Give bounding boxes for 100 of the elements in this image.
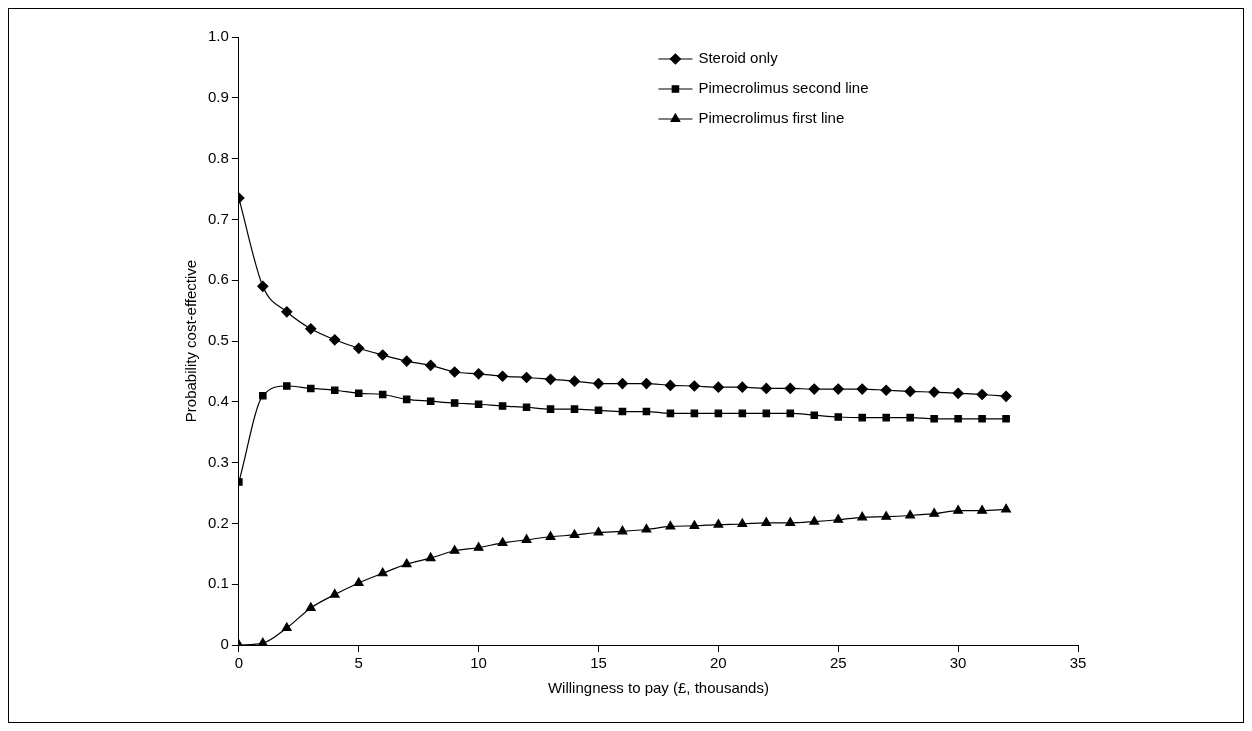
- point: [305, 602, 316, 612]
- point: [449, 366, 461, 378]
- point: [881, 511, 892, 520]
- point: [833, 514, 844, 523]
- y-tick-label: 0.1: [207, 574, 229, 592]
- x-tick-label: 5: [354, 654, 363, 672]
- point: [592, 377, 605, 390]
- point: [353, 342, 365, 354]
- point: [1001, 503, 1011, 513]
- y-tick-label: 0.7: [207, 209, 229, 227]
- point: [977, 505, 988, 514]
- x-tick-label: 25: [829, 654, 847, 672]
- point: [736, 381, 748, 393]
- x-axis-title: Willingness to pay (£, thousands): [547, 679, 769, 697]
- point: [808, 383, 820, 395]
- y-tick-label: 0.5: [207, 331, 229, 349]
- point: [857, 511, 868, 521]
- point: [497, 537, 508, 546]
- legend-label: Pimecrolimus second line: [698, 79, 869, 97]
- x-tick-label: 0: [234, 654, 244, 672]
- point: [401, 558, 412, 568]
- point: [544, 373, 557, 385]
- point: [665, 520, 676, 530]
- point: [449, 545, 460, 554]
- point: [856, 383, 868, 395]
- y-tick-label: 0.6: [207, 270, 229, 288]
- point: [858, 413, 866, 422]
- y-tick-label: 0.2: [207, 513, 229, 531]
- point: [762, 409, 771, 418]
- point: [880, 384, 892, 396]
- point: [378, 390, 387, 399]
- point: [664, 379, 677, 391]
- point: [978, 415, 986, 423]
- point: [713, 519, 724, 528]
- point: [330, 386, 339, 395]
- point: [521, 534, 532, 543]
- point: [1002, 415, 1010, 423]
- point: [737, 518, 748, 528]
- point: [568, 375, 581, 387]
- point: [569, 529, 580, 539]
- point: [640, 377, 653, 390]
- point: [594, 406, 603, 415]
- point: [425, 359, 437, 371]
- point: [570, 405, 579, 413]
- legend-label: Pimecrolimus first line: [698, 109, 845, 127]
- point: [257, 637, 268, 645]
- point: [834, 413, 843, 421]
- point: [281, 622, 292, 632]
- point: [904, 385, 916, 398]
- point: [784, 382, 796, 395]
- point: [473, 368, 485, 380]
- point: [474, 400, 483, 409]
- x-tick-label: 30: [949, 654, 967, 672]
- y-tick-label: 1.0: [207, 27, 229, 45]
- y-axis-title: Probability cost-effective: [182, 259, 200, 423]
- point: [522, 403, 531, 412]
- point: [832, 383, 844, 395]
- y-tick-label: 0: [220, 635, 229, 653]
- point: [953, 505, 964, 514]
- x-tick-label: 15: [590, 654, 607, 672]
- point: [906, 413, 914, 422]
- point: [593, 526, 604, 536]
- point: [546, 405, 555, 413]
- point: [952, 387, 964, 399]
- point: [257, 280, 269, 292]
- point: [426, 397, 435, 405]
- legend-label: Steroid only: [698, 49, 779, 67]
- point: [401, 355, 413, 367]
- y-tick-label: 0.4: [207, 391, 229, 409]
- point: [305, 323, 317, 335]
- point: [329, 334, 341, 346]
- point: [976, 388, 988, 401]
- point: [377, 567, 388, 577]
- point: [498, 402, 507, 410]
- point: [283, 382, 291, 390]
- point: [259, 391, 267, 400]
- point: [882, 413, 890, 422]
- point: [785, 517, 796, 526]
- y-tick-label: 0.3: [207, 452, 229, 470]
- point: [810, 411, 819, 419]
- point: [520, 371, 533, 384]
- point: [761, 517, 772, 526]
- point: [617, 525, 628, 535]
- x-tick-label: 35: [1069, 654, 1087, 672]
- point: [496, 370, 509, 382]
- point: [616, 377, 629, 390]
- point: [641, 523, 652, 533]
- x-tick-label: 20: [710, 654, 727, 672]
- x-tick-label: 10: [470, 654, 487, 672]
- point: [688, 380, 700, 392]
- point: [929, 508, 940, 517]
- point: [329, 588, 340, 598]
- point: [425, 552, 436, 562]
- point: [281, 306, 293, 318]
- point: [377, 349, 389, 361]
- point: [930, 415, 938, 423]
- point: [450, 399, 459, 407]
- point: [354, 389, 363, 398]
- point: [760, 382, 772, 395]
- point: [905, 509, 916, 519]
